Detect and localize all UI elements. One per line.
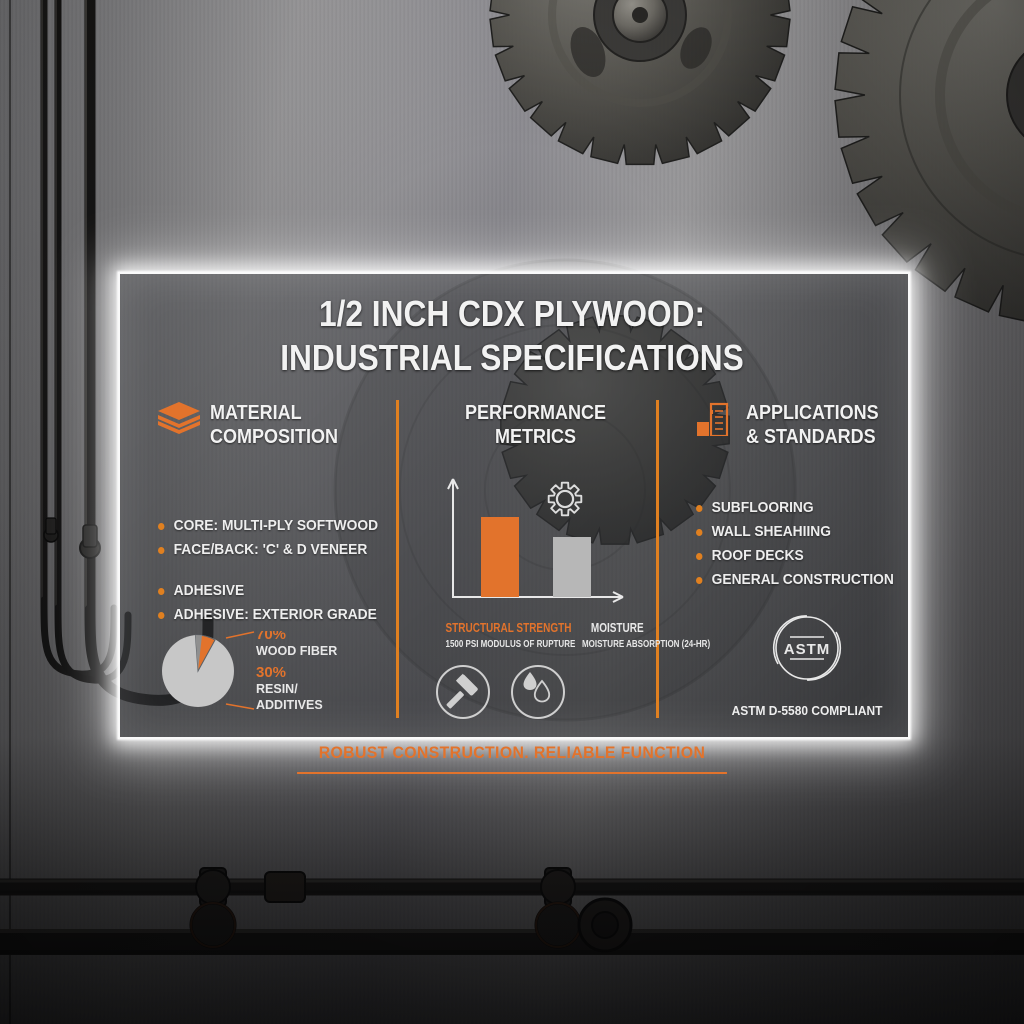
svg-text:WOOD FIBER: WOOD FIBER xyxy=(256,644,337,658)
svg-text:ASTM: ASTM xyxy=(784,641,831,658)
svg-text:30%: 30% xyxy=(256,664,286,681)
svg-text:ADDITIVES: ADDITIVES xyxy=(256,698,323,712)
svg-text:70%: 70% xyxy=(256,631,286,643)
svg-text:RESIN/: RESIN/ xyxy=(256,682,298,696)
